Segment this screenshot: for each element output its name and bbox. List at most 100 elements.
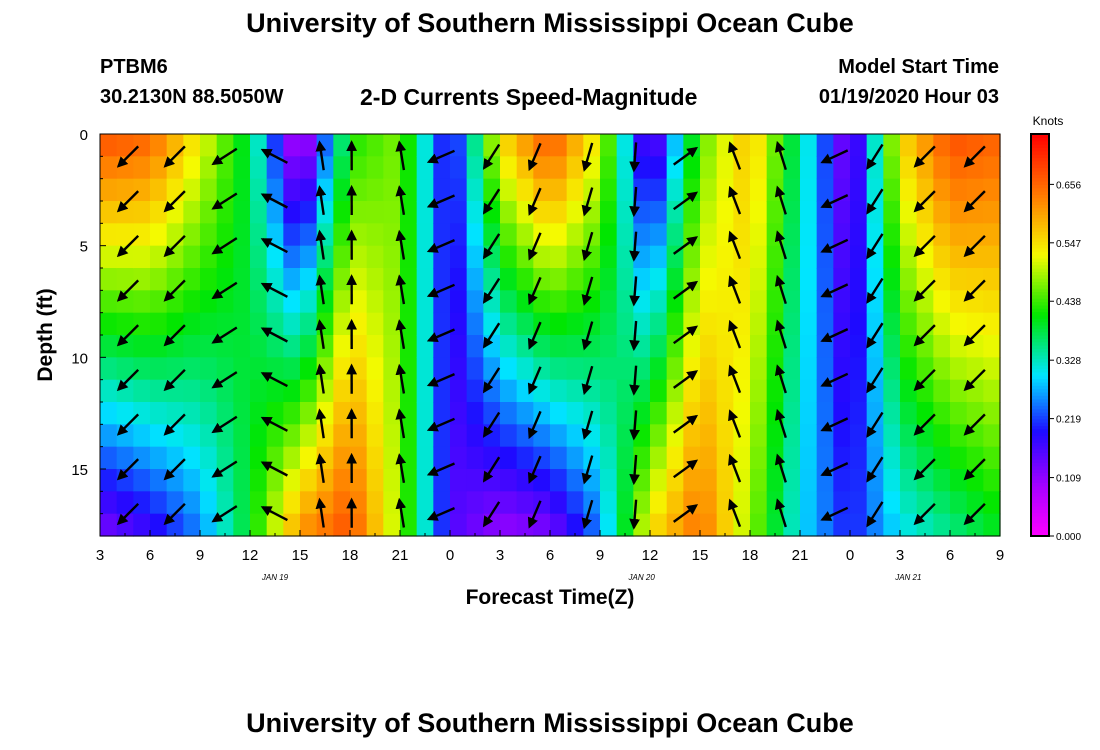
heatmap-cell [533,513,551,537]
heatmap-cell [916,245,934,269]
current-vector-arrow [963,324,986,347]
current-vector-arrow [581,276,594,306]
heatmap-cell [683,379,701,403]
colorbar-swatch [1031,445,1049,450]
heatmap-cell [300,201,318,224]
heatmap-cell [600,469,618,492]
colorbar-swatch [1031,375,1049,380]
colorbar-swatch [1031,190,1049,195]
heatmap-cell [950,156,968,180]
heatmap-cell [666,201,684,224]
current-vector-arrow [527,455,542,484]
heatmap-cell [233,156,251,180]
heatmap-cell [850,312,868,336]
heatmap-cell [333,178,351,202]
heatmap-cell [533,424,551,448]
heatmap-cell [633,402,651,425]
colorbar-swatch [1031,532,1049,537]
current-vector-arrow [774,408,787,439]
heatmap-cell [900,469,918,492]
heatmap-cell [633,446,651,470]
heatmap-cell [466,223,484,247]
heatmap-cell [216,134,234,157]
heatmap-cell [533,379,551,403]
heatmap-cell [150,223,168,247]
heatmap-cell [166,268,184,291]
heatmap-cell [983,379,1001,403]
current-vector-arrow [866,322,884,349]
heatmap-cell [616,469,634,492]
current-vector-arrow [426,506,455,521]
heatmap-cell [250,446,268,470]
x-tick-label: 21 [792,547,809,564]
heatmap-cell [783,268,801,291]
heatmap-cell [433,357,451,381]
heatmap-cell [466,446,484,470]
heatmap-cell [283,513,301,537]
heatmap-cell [733,491,751,515]
heatmap-cell [900,424,918,448]
heatmap-cell [350,268,368,291]
heatmap-cell [716,290,734,314]
heatmap-cell [950,178,968,202]
heatmap-cell [383,312,401,336]
heatmap-cell [133,491,151,515]
heatmap-cell [216,446,234,470]
heatmap-cell [450,357,468,381]
heatmap-cell [350,379,368,403]
heatmap-cell [566,402,584,425]
heatmap-cell [916,357,934,381]
heatmap-cell [550,335,568,358]
heatmap-cell [183,379,201,403]
heatmap-cell [500,402,518,425]
heatmap-cell [983,268,1001,291]
heatmap-cell [450,312,468,336]
heatmap-cell [766,513,784,537]
heatmap-cell [283,357,301,381]
heatmap-cell [333,379,351,403]
current-vector-arrow [315,363,327,394]
heatmap-cell [700,178,718,202]
heatmap-cell [933,446,951,470]
heatmap-cell [950,134,968,157]
current-vector-arrow [728,141,742,170]
colorbar-swatch [1031,217,1049,222]
current-vector-arrow [395,274,407,305]
heatmap-cell [266,245,284,269]
heatmap-cell [366,335,384,358]
colorbar-swatch [1031,271,1049,276]
colorbar-swatch [1031,204,1049,209]
colorbar-swatch [1031,355,1049,360]
heatmap-cell [566,424,584,448]
heatmap-cell [783,178,801,202]
x-tick-label: 6 [146,547,154,564]
heatmap-cell [633,312,651,336]
current-vector-arrow [913,190,936,213]
heatmap-cell [133,134,151,157]
current-vector-arrow [163,145,186,168]
heatmap-cell [700,290,718,314]
colorbar: 0.000 0.109 0.219 0.328 0.438 0.547 0.656 [1030,133,1081,543]
current-vector-arrow [527,500,542,529]
heatmap-cell [150,424,168,448]
heatmap-cell [800,402,818,425]
y-tick-label: 15 [71,462,88,479]
colorbar-swatch [1031,479,1049,483]
heatmap-cell [150,335,168,358]
heatmap-cell [333,446,351,470]
current-vector-arrow [672,146,699,166]
heatmap-cell [550,312,568,336]
heatmap-cell [883,268,901,291]
heatmap-cell [133,402,151,425]
current-vector-arrow [116,190,140,213]
heatmap-cell [200,178,218,202]
heatmap-cell [966,268,984,291]
heatmap-cell [650,379,668,403]
heatmap-cell [366,469,384,492]
current-vector-arrow [913,234,936,258]
current-vector-arrow [820,506,849,521]
heatmap-cell [450,469,468,492]
colorbar-swatch [1031,469,1049,473]
heatmap-cell [783,201,801,224]
heatmap-cell [233,424,251,448]
